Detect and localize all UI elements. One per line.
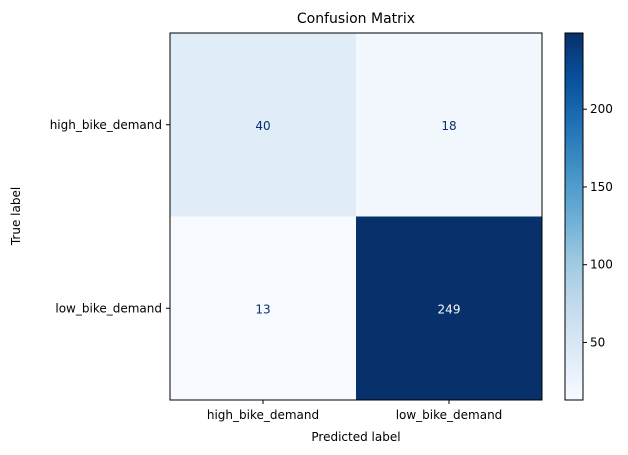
x-tick-label: high_bike_demand xyxy=(207,408,319,422)
colorbar-tick-label: 200 xyxy=(590,102,613,116)
matrix-cell xyxy=(356,33,543,217)
colorbar-tick-label: 150 xyxy=(590,180,613,194)
matrix-cell xyxy=(170,216,357,401)
y-tick-label: low_bike_demand xyxy=(55,301,162,315)
colorbar-ticks: 50 100 150 200 xyxy=(583,102,613,349)
colorbar-tick-label: 50 xyxy=(590,335,605,349)
matrix-value-label: 40 xyxy=(255,119,270,133)
chart-title: Confusion Matrix xyxy=(297,11,415,27)
matrix-value-label: 18 xyxy=(441,119,456,133)
colorbar xyxy=(564,32,584,401)
x-axis-ticks: high_bike_demand low_bike_demand xyxy=(207,400,502,422)
matrix-cells xyxy=(170,33,543,401)
colorbar-tick-label: 100 xyxy=(590,258,613,272)
x-tick-label: low_bike_demand xyxy=(396,408,503,422)
matrix-cell xyxy=(170,33,357,217)
y-axis-ticks: high_bike_demand low_bike_demand xyxy=(50,118,170,315)
matrix-value-labels: 40 18 13 249 xyxy=(255,119,460,317)
y-axis-label: True label xyxy=(9,187,23,246)
y-tick-label: high_bike_demand xyxy=(50,118,162,132)
matrix-value-label: 249 xyxy=(438,302,461,316)
plot-frame xyxy=(169,32,543,401)
matrix-cell xyxy=(356,216,543,401)
x-axis-label: Predicted label xyxy=(311,430,400,444)
matrix-value-label: 13 xyxy=(255,302,270,316)
